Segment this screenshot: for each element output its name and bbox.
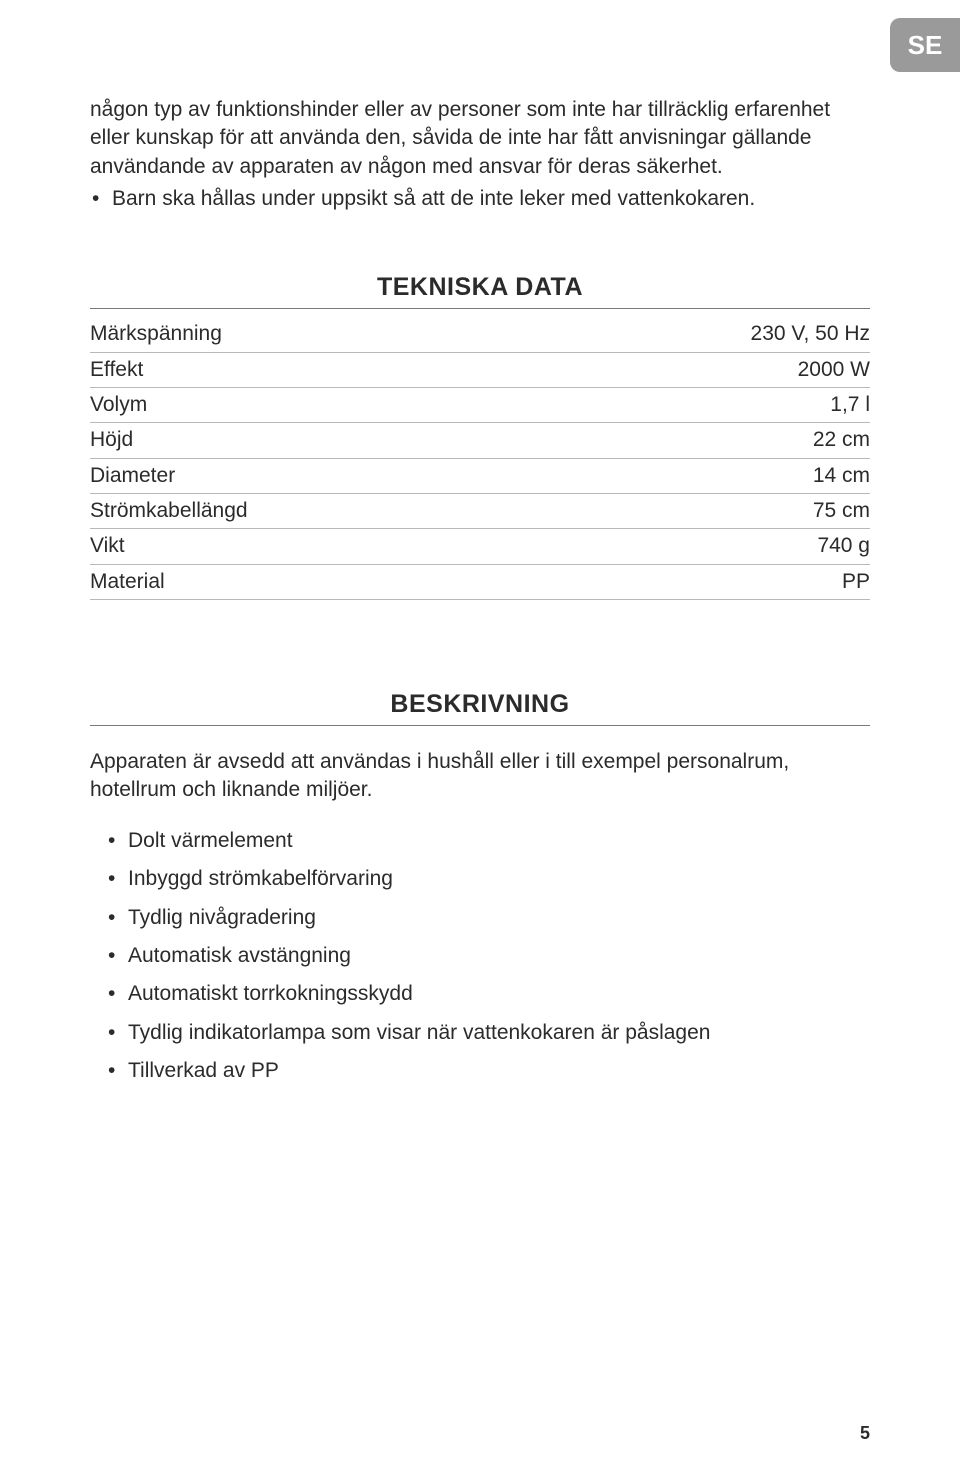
spec-label: Effekt	[90, 352, 534, 387]
tech-data-heading: TEKNISKA DATA	[90, 273, 870, 302]
spec-value: 230 V, 50 Hz	[534, 317, 870, 352]
language-tab: SE	[890, 18, 960, 72]
feature-item: Tydlig nivågradering	[90, 904, 870, 932]
spec-value: 2000 W	[534, 352, 870, 387]
spec-row: Höjd22 cm	[90, 423, 870, 458]
description-underline	[90, 725, 870, 726]
tech-data-underline	[90, 308, 870, 309]
feature-item: Automatiskt torrkokningsskydd	[90, 980, 870, 1008]
feature-item: Dolt värmelement	[90, 827, 870, 855]
intro-bullet-list: Barn ska hållas under uppsikt så att de …	[90, 185, 870, 213]
spec-label: Strömkabellängd	[90, 494, 534, 529]
feature-item: Inbyggd strömkabelförvaring	[90, 865, 870, 893]
spec-label: Diameter	[90, 458, 534, 493]
spec-value: 740 g	[534, 529, 870, 564]
feature-item: Automatisk avstängning	[90, 942, 870, 970]
document-page: SE någon typ av funktionshinder eller av…	[0, 0, 960, 1468]
spec-label: Material	[90, 564, 534, 599]
feature-item: Tydlig indikatorlampa som visar när vatt…	[90, 1019, 870, 1047]
spec-row: Märkspänning230 V, 50 Hz	[90, 317, 870, 352]
spec-row: Volym1,7 l	[90, 388, 870, 423]
intro-paragraph: någon typ av funktionshinder eller av pe…	[90, 96, 870, 181]
description-paragraph: Apparaten är avsedd att användas i hushå…	[90, 748, 870, 805]
spec-row: Diameter14 cm	[90, 458, 870, 493]
spec-label: Volym	[90, 388, 534, 423]
spec-table: Märkspänning230 V, 50 HzEffekt2000 WVoly…	[90, 317, 870, 600]
spec-row: Strömkabellängd75 cm	[90, 494, 870, 529]
page-number: 5	[860, 1423, 870, 1444]
spec-value: PP	[534, 564, 870, 599]
spec-value: 14 cm	[534, 458, 870, 493]
spec-label: Märkspänning	[90, 317, 534, 352]
spec-label: Höjd	[90, 423, 534, 458]
feature-list: Dolt värmelement Inbyggd strömkabelförvar…	[90, 827, 870, 1085]
intro-bullet-item: Barn ska hållas under uppsikt så att de …	[90, 185, 870, 213]
spec-row: Effekt2000 W	[90, 352, 870, 387]
spec-label: Vikt	[90, 529, 534, 564]
spec-value: 75 cm	[534, 494, 870, 529]
spec-value: 22 cm	[534, 423, 870, 458]
spec-row: Vikt740 g	[90, 529, 870, 564]
feature-item: Tillverkad av PP	[90, 1057, 870, 1085]
spec-row: MaterialPP	[90, 564, 870, 599]
spec-value: 1,7 l	[534, 388, 870, 423]
description-heading: BESKRIVNING	[90, 690, 870, 719]
